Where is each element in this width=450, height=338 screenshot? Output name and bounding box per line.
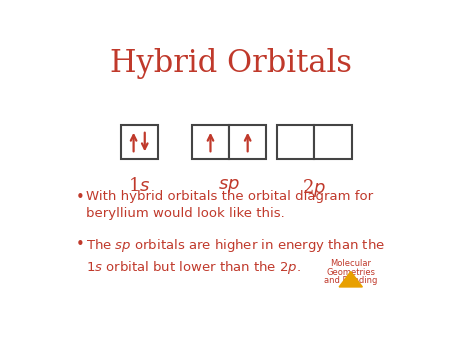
Bar — [277, 125, 314, 159]
Bar — [192, 125, 229, 159]
Text: Molecular: Molecular — [330, 260, 371, 268]
Text: $\mathit{sp}$: $\mathit{sp}$ — [218, 177, 240, 195]
Text: •: • — [76, 237, 84, 252]
Text: 1$\mathit{s}$: 1$\mathit{s}$ — [128, 177, 150, 195]
Polygon shape — [339, 271, 362, 287]
Text: •: • — [76, 190, 84, 205]
Bar — [314, 125, 351, 159]
Bar — [121, 125, 158, 159]
Text: The $\mathit{sp}$ orbitals are higher in energy than the
1$\mathit{s}$ orbital b: The $\mathit{sp}$ orbitals are higher in… — [86, 237, 385, 276]
Text: Geometries: Geometries — [326, 268, 375, 277]
Bar — [229, 125, 266, 159]
Text: 2$\mathit{p}$: 2$\mathit{p}$ — [302, 177, 326, 199]
Text: and Bonding: and Bonding — [324, 276, 378, 285]
Text: Hybrid Orbitals: Hybrid Orbitals — [110, 48, 351, 79]
Text: With hybrid orbitals the orbital diagram for
beryllium would look like this.: With hybrid orbitals the orbital diagram… — [86, 190, 373, 220]
